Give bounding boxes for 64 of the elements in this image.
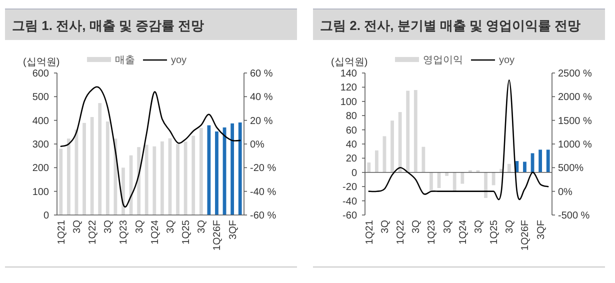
chart-title: 그림 2. 전사, 분기별 매출 및 영업이익률 전망	[320, 18, 581, 33]
x-tick-label: 3Q	[134, 220, 146, 234]
x-tick-label: 1Q22	[396, 220, 407, 244]
x-tick-label: 1Q25	[489, 220, 500, 244]
y-tick-label: -40	[342, 196, 358, 208]
x-tick-label: 1Q21	[364, 220, 376, 244]
x-tick-label: 1Q23	[118, 220, 130, 244]
x-tick-label: 3Q	[411, 220, 422, 234]
x-tick-label: 3Q	[442, 220, 454, 234]
x-tick-label: 3QF	[228, 220, 239, 240]
y-tick-label: 0	[43, 210, 50, 222]
y2-tick-label: 2000 %	[558, 92, 592, 104]
y-tick-label: 140	[340, 68, 358, 80]
legend-label: yoy	[499, 55, 515, 66]
y2-tick-label: 2500 %	[558, 68, 592, 80]
x-tick-label: 3Q	[196, 220, 208, 234]
y-tick-label: 120	[340, 82, 358, 94]
x-tick-label: 3Q	[72, 220, 83, 234]
y2-tick-label: 40 %	[250, 92, 273, 104]
y-tick-label: 40	[346, 140, 358, 150]
x-tick-label: 1Q26F	[520, 220, 532, 251]
x-tick-label: 3Q	[103, 220, 114, 234]
y-tick-label: 100	[32, 186, 50, 198]
legend-label: 영업이익	[423, 55, 463, 66]
x-tick-label: 3Q	[504, 220, 516, 234]
legend-label: 매출	[115, 55, 135, 66]
y2-tick-label: 1500 %	[558, 116, 592, 127]
x-tick-label: 1Q25	[181, 220, 192, 244]
y2-tick-label: 60 %	[250, 68, 273, 80]
y-tick-label: 200	[32, 163, 50, 174]
y-tick-label: 80	[346, 111, 358, 122]
y-tick-label: 0	[351, 168, 358, 179]
x-tick-label: 1Q23	[426, 220, 438, 244]
y2-tick-label: -500 %	[558, 210, 590, 222]
y-tick-label: 300	[32, 140, 50, 150]
y2-tick-label: 1000 %	[558, 140, 592, 150]
y2-tick-label: -40 %	[250, 186, 276, 198]
y2-tick-label: 20 %	[250, 116, 273, 127]
y2-tick-label: 0%	[558, 186, 573, 198]
y-tick-label: 500	[32, 92, 50, 104]
x-tick-label: 1Q26F	[212, 220, 224, 251]
legend-label: yoy	[171, 55, 187, 66]
x-tick-label: 3Q	[473, 220, 484, 234]
y-tick-label: 100	[340, 96, 358, 108]
y-tick-label: 60	[346, 125, 358, 136]
x-tick-label: 1Q24	[458, 220, 469, 244]
x-tick-label: 3QF	[536, 220, 547, 240]
y-tick-label: 400	[32, 116, 50, 127]
x-tick-label: 1Q22	[88, 220, 99, 244]
y2-tick-label: -20 %	[250, 163, 276, 174]
y-axis-title: (십억원)	[23, 57, 60, 68]
x-tick-label: 3Q	[380, 220, 391, 234]
x-tick-label: 3Q	[165, 220, 176, 234]
y2-tick-label: -60 %	[250, 210, 276, 222]
y-tick-label: 20	[346, 154, 358, 165]
y-tick-label: -60	[342, 210, 358, 222]
y-axis-title: (십억원)	[331, 57, 368, 68]
y2-tick-label: 500%	[558, 163, 584, 174]
chart-title: 그림 1. 전사, 매출 및 증감률 전망	[12, 18, 204, 33]
y2-tick-label: 0%	[250, 140, 265, 150]
y-tick-label: 600	[32, 68, 50, 80]
y-tick-label: -20	[342, 182, 358, 194]
x-tick-label: 1Q21	[56, 220, 68, 244]
x-tick-label: 1Q24	[150, 220, 161, 244]
